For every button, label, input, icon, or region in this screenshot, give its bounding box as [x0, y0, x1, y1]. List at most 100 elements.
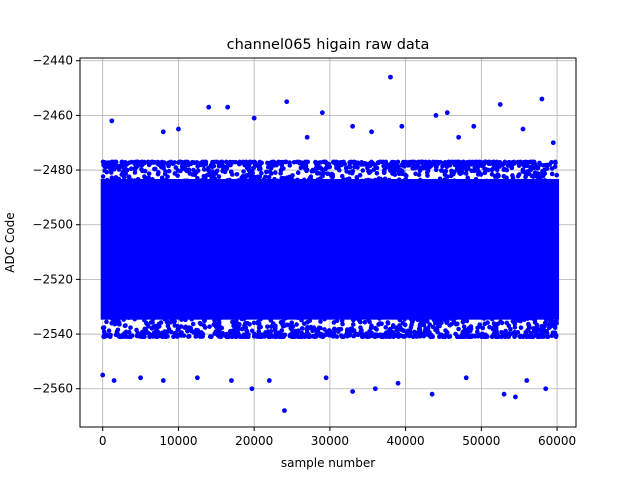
data-point	[145, 159, 151, 165]
outlier-point	[229, 378, 234, 383]
data-point	[387, 164, 392, 170]
data-point	[318, 325, 323, 331]
data-point	[416, 172, 422, 178]
data-point	[279, 328, 285, 333]
data-point	[429, 180, 435, 186]
data-point	[526, 171, 532, 177]
data-point	[146, 175, 151, 181]
data-point	[351, 333, 357, 339]
data-point	[475, 172, 481, 177]
data-point	[297, 334, 303, 340]
data-point	[141, 317, 147, 323]
data-point	[306, 332, 312, 337]
data-point	[436, 160, 442, 165]
data-point	[313, 314, 319, 319]
data-point	[145, 330, 151, 336]
outlier-point	[251, 115, 257, 121]
data-point	[473, 176, 479, 182]
data-point	[409, 179, 414, 185]
data-point	[456, 326, 461, 332]
data-point	[504, 320, 510, 326]
data-point	[141, 329, 147, 335]
x-tick-label: 0	[99, 434, 107, 448]
data-point	[237, 322, 242, 327]
data-point	[465, 175, 470, 181]
data-point	[516, 163, 522, 168]
data-point	[202, 325, 208, 330]
data-point	[504, 175, 509, 181]
data-point	[181, 165, 186, 170]
data-point	[400, 171, 405, 177]
data-point	[451, 178, 457, 184]
data-point	[447, 322, 452, 328]
data-point	[370, 178, 376, 184]
data-point	[304, 167, 310, 172]
data-point	[113, 332, 119, 338]
x-tick-label: 50000	[462, 434, 500, 448]
data-point	[422, 319, 428, 324]
data-point	[240, 179, 246, 185]
data-point	[350, 168, 356, 174]
data-point	[128, 177, 134, 183]
data-point	[479, 331, 485, 337]
data-point	[379, 321, 384, 327]
data-point	[132, 166, 138, 172]
chart-title: channel065 higain raw data	[227, 37, 430, 53]
data-point	[375, 180, 380, 186]
data-point	[318, 319, 323, 324]
data-point	[413, 171, 418, 177]
data-point	[427, 322, 433, 327]
data-point	[530, 326, 536, 331]
data-point	[111, 166, 117, 172]
data-point	[530, 174, 536, 179]
data-point	[469, 159, 475, 165]
data-point	[256, 329, 262, 334]
data-point	[522, 333, 528, 338]
outlier-point	[433, 113, 439, 118]
data-point	[212, 331, 218, 336]
data-point	[159, 333, 165, 338]
data-point	[336, 160, 342, 166]
data-point	[407, 330, 413, 336]
data-point	[154, 181, 160, 186]
data-point	[110, 161, 116, 167]
outlier-point	[372, 386, 378, 392]
data-point	[102, 168, 108, 173]
data-point	[444, 160, 450, 166]
y-axis-label: ADC Code	[3, 212, 17, 272]
data-point	[477, 159, 482, 165]
data-point	[180, 179, 185, 184]
data-point	[392, 159, 397, 165]
data-point	[344, 177, 350, 182]
data-point	[279, 166, 285, 172]
data-point	[395, 166, 401, 172]
data-point	[282, 332, 288, 338]
outlier-point	[543, 386, 549, 392]
data-point	[532, 165, 538, 170]
data-point	[357, 316, 363, 322]
data-point	[431, 161, 437, 166]
data-point	[294, 331, 300, 337]
data-point	[256, 164, 261, 169]
data-point	[101, 329, 107, 335]
data-point	[163, 177, 169, 183]
data-point	[534, 328, 539, 334]
data-point	[512, 321, 518, 327]
data-point	[405, 160, 411, 166]
data-point	[542, 178, 548, 183]
data-point	[327, 164, 333, 170]
data-point	[189, 159, 195, 165]
data-point	[244, 328, 249, 333]
data-point	[100, 174, 106, 179]
data-point	[108, 170, 114, 175]
data-point	[518, 318, 523, 324]
data-point	[236, 178, 241, 183]
data-point	[135, 177, 141, 182]
data-point	[377, 316, 382, 321]
data-point	[392, 165, 397, 171]
x-tick-label: 40000	[387, 434, 425, 448]
data-point	[315, 161, 321, 167]
data-point	[455, 159, 460, 165]
data-point	[265, 160, 270, 166]
